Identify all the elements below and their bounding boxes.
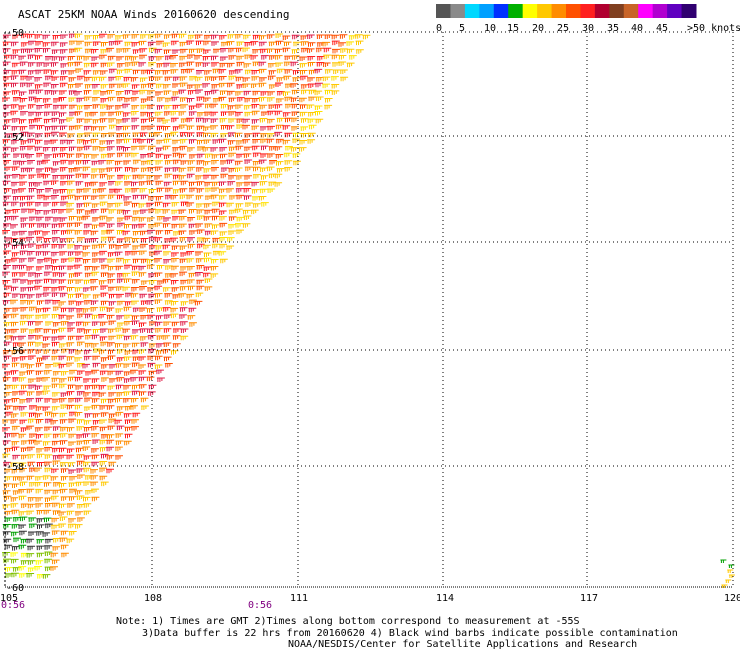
legend-swatch — [508, 4, 524, 18]
legend-label: 25 — [557, 23, 569, 34]
latitude-label: -50 — [6, 28, 24, 39]
legend-swatch — [464, 4, 480, 18]
note-line-3: NOAA/NESDIS/Center for Satellite Applica… — [288, 639, 638, 650]
legend-label: 20 — [532, 23, 544, 34]
legend-label: 15 — [507, 23, 519, 34]
longitude-label: 114 — [436, 593, 454, 604]
legend-swatch — [551, 4, 567, 18]
note-line-2: 3)Data buffer is 22 hrs from 20160620 4)… — [142, 628, 678, 639]
legend-swatch — [652, 4, 668, 18]
legend-swatch — [522, 4, 538, 18]
legend-label: 0 — [436, 23, 442, 34]
legend-label: >50 knots — [687, 23, 740, 34]
legend-swatch — [566, 4, 581, 18]
longitude-labels: 105 108 111 114 117 120 — [0, 593, 740, 604]
wind-speed-legend: 0 5 10 15 20 25 30 35 40 45 >50 knots — [436, 4, 740, 34]
legend-label: 40 — [631, 23, 643, 34]
legend-swatch — [623, 4, 639, 18]
legend-swatch — [594, 4, 610, 18]
legend-label: 10 — [484, 23, 496, 34]
latitude-label: -54 — [6, 238, 24, 249]
legend-swatch — [479, 4, 495, 18]
legend-swatch — [450, 4, 466, 18]
longitude-label: 120 — [724, 593, 740, 604]
latitude-label: -60 — [6, 583, 24, 594]
legend-label: 35 — [607, 23, 619, 34]
legend-swatch — [580, 4, 596, 18]
longitude-label: 105 — [0, 593, 18, 604]
latitude-labels: -50 -52 -54 -56 -58 -60 — [6, 28, 24, 594]
time-label: 0:56 — [248, 600, 272, 611]
longitude-label: 111 — [290, 593, 308, 604]
legend-label: 45 — [656, 23, 668, 34]
grid-lines — [4, 31, 734, 588]
legend-labels: 0 5 10 15 20 25 30 35 40 45 >50 knots — [436, 23, 740, 34]
longitude-label: 108 — [144, 593, 162, 604]
map-title: ASCAT 25KM NOAA Winds 20160620 descendin… — [18, 8, 290, 21]
legend-label: 30 — [582, 23, 594, 34]
legend-swatch — [667, 4, 683, 18]
latitude-label: -58 — [6, 462, 24, 473]
legend-swatch — [436, 4, 451, 18]
legend-swatch — [638, 4, 654, 18]
wind-barbs — [2, 33, 735, 588]
legend-swatch — [537, 4, 553, 18]
legend-swatches — [436, 4, 697, 18]
note-line-1: Note: 1) Times are GMT 2)Times along bot… — [116, 616, 580, 627]
longitude-label: 117 — [580, 593, 598, 604]
latitude-label: -52 — [6, 132, 24, 143]
legend-swatch — [493, 4, 509, 18]
legend-swatch — [609, 4, 625, 18]
time-label: 0:56 — [1, 600, 25, 611]
legend-swatch — [681, 4, 697, 18]
legend-label: 5 — [459, 23, 465, 34]
latitude-label: -56 — [6, 346, 24, 357]
